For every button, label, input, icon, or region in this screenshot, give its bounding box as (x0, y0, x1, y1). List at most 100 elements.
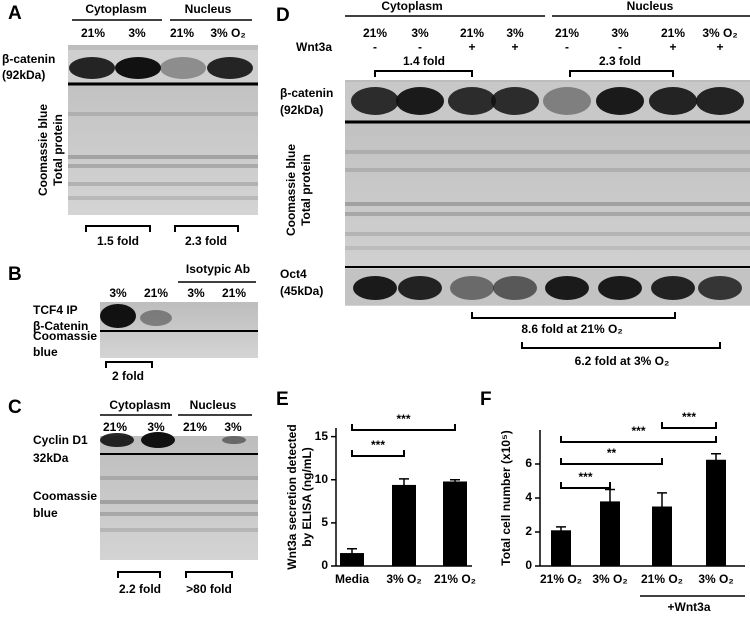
label: 2 fold (112, 369, 144, 383)
band (351, 87, 399, 115)
x-tick-label: Media (335, 572, 369, 586)
band (698, 276, 742, 300)
label: blue (33, 506, 58, 520)
axis-title: Total cell number (x10⁵) (499, 430, 513, 565)
bar (340, 553, 364, 566)
label: - (618, 40, 622, 54)
bar (706, 459, 726, 566)
bracket (174, 225, 239, 232)
bar (443, 481, 467, 566)
band (598, 276, 642, 300)
significance: *** (578, 470, 592, 484)
band (493, 276, 537, 300)
label: 21% (183, 420, 207, 434)
label: 3% O₂ (210, 26, 245, 40)
label: 1.4 fold (403, 54, 445, 68)
bracket (521, 342, 721, 349)
label: β-catenin (2, 52, 55, 66)
bar (392, 484, 416, 566)
label: + (511, 40, 518, 54)
axis-title: by ELISA (ng/mL) (300, 447, 314, 547)
band (545, 276, 589, 300)
label: Coomassie blue (36, 104, 50, 196)
label: 2.3 fold (599, 54, 641, 68)
panel-label: B (8, 264, 22, 285)
y-tick-label: 4 (525, 490, 532, 504)
label: 3% (187, 286, 205, 300)
label: 6.2 fold at 3% O₂ (575, 354, 670, 368)
stain-band (68, 155, 258, 159)
significance: *** (396, 412, 410, 426)
label: 8.6 fold at 21% O₂ (521, 322, 622, 336)
label: + (669, 40, 676, 54)
label: 21% (661, 26, 685, 40)
panel-label: E (276, 389, 289, 410)
label: Wnt3a (296, 40, 332, 54)
label: Isotypic Ab (186, 262, 250, 276)
label: 2.3 fold (185, 234, 227, 248)
stain-band (100, 528, 258, 532)
label: Nucleus (190, 398, 237, 412)
significance: ** (607, 446, 617, 460)
band (353, 276, 397, 300)
label: - (565, 40, 569, 54)
bracket (661, 422, 717, 429)
axis-title: Wnt3a secretion detected (285, 424, 299, 569)
label: Oct4 (280, 267, 307, 281)
label: β-Catenin (33, 319, 88, 333)
band (543, 87, 591, 115)
stain-band (345, 202, 750, 206)
band (596, 87, 644, 115)
label: Nucleus (185, 2, 232, 16)
panel-label: F (480, 389, 492, 410)
annotation: +Wnt3a (667, 600, 710, 614)
label: 3% (147, 420, 165, 434)
label: - (418, 40, 422, 54)
bar (652, 506, 672, 566)
significance: *** (682, 410, 696, 424)
band (448, 87, 496, 115)
label: 1.5 fold (97, 234, 139, 248)
bracket (560, 458, 663, 465)
significance: *** (631, 424, 645, 438)
y-tick-label: 15 (315, 429, 329, 443)
band (649, 87, 697, 115)
label: 21% (555, 26, 579, 40)
bracket (569, 70, 674, 77)
label: 21% (170, 26, 194, 40)
label: TCF4 IP (33, 303, 78, 317)
stain-band (68, 182, 258, 186)
label: 21% (460, 26, 484, 40)
x-tick-label: 3% O₂ (592, 572, 627, 586)
label: 21% (144, 286, 168, 300)
bar (600, 501, 620, 566)
stain-band (68, 164, 258, 168)
stain-band (100, 476, 258, 480)
bracket (105, 361, 153, 368)
label: 3% (224, 420, 242, 434)
stain-band (100, 512, 258, 516)
label: 3% O₂ (702, 26, 737, 40)
significance: *** (371, 438, 385, 452)
error-bar (556, 526, 566, 534)
x-tick-label: 3% O₂ (386, 572, 421, 586)
label: Total protein (51, 114, 65, 186)
band (69, 57, 115, 79)
stain-band (100, 500, 258, 504)
panel-label: A (8, 3, 22, 24)
x-tick-label: 21% O₂ (641, 572, 683, 586)
bracket (117, 571, 161, 578)
bracket (351, 450, 405, 457)
label: Nucleus (627, 0, 674, 13)
label: β-catenin (280, 86, 333, 100)
label: + (468, 40, 475, 54)
band (141, 432, 175, 448)
label: Cytoplasm (109, 398, 170, 412)
bracket (85, 225, 151, 232)
label: 3% (109, 286, 127, 300)
label: (92kDa) (280, 103, 323, 117)
stain-band (68, 196, 258, 200)
error-bar (399, 478, 409, 491)
label: 3% (506, 26, 524, 40)
x-tick-label: 3% O₂ (698, 572, 733, 586)
